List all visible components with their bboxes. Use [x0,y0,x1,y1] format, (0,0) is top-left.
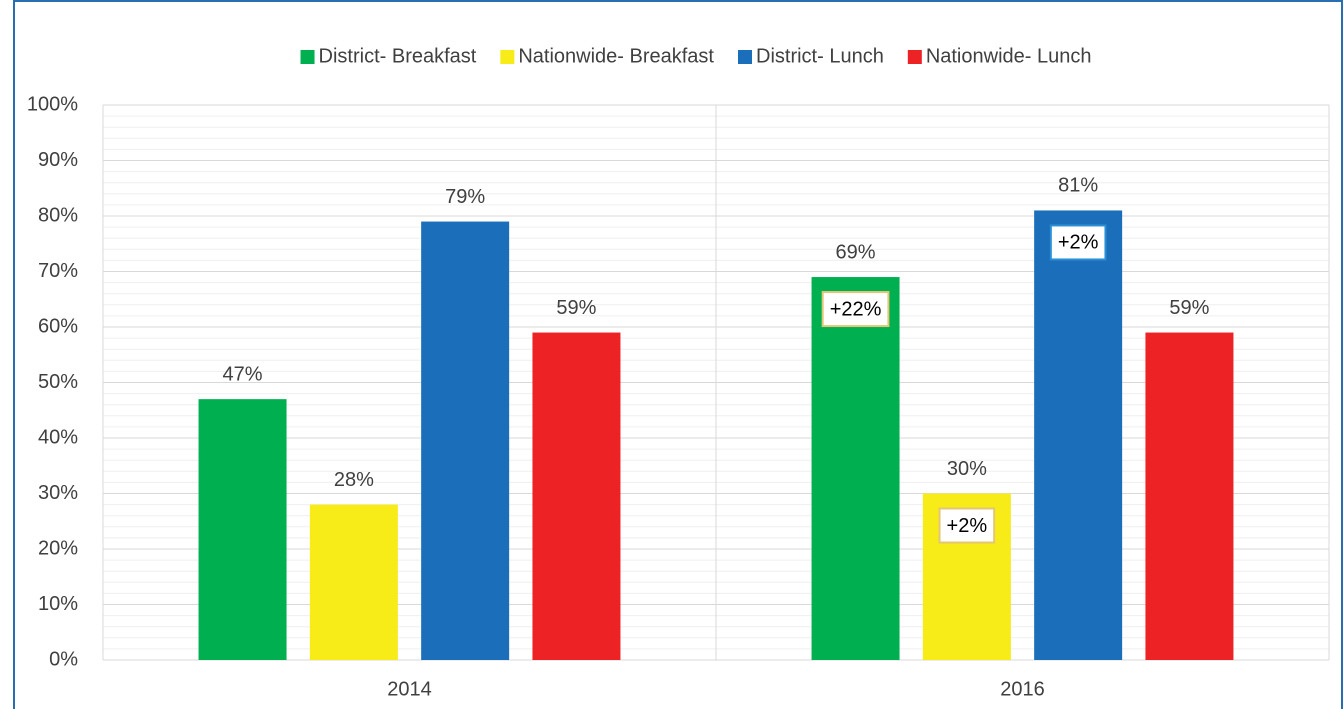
y-tick-label: 30% [38,482,78,504]
y-tick-label: 60% [38,315,78,337]
legend-swatch [300,50,315,64]
y-tick-label: 100% [27,93,78,115]
bar [532,332,621,660]
bar [309,504,398,660]
y-tick-label: 10% [38,593,78,615]
legend-label: Nationwide- Lunch [926,45,1092,67]
annotation: +22% [830,298,882,320]
frame [13,0,1343,709]
legend-swatch [500,50,515,64]
value-label: 28% [334,469,374,491]
annotation: +2% [1058,232,1099,254]
bar [1145,332,1234,660]
value-label: 59% [1169,297,1209,319]
y-tick-label: 40% [38,426,78,448]
y-tick-label: 80% [38,204,78,226]
value-label: 30% [947,458,987,480]
bar [811,277,900,660]
x-tick-label: 2014 [387,678,432,700]
bar [421,221,510,661]
y-tick-label: 90% [38,149,78,171]
y-tick-label: 20% [38,537,78,559]
legend-swatch [738,50,752,64]
annotation-box [938,507,996,544]
value-label: 59% [556,297,596,319]
y-tick-label: 70% [38,260,78,282]
legend-swatch [907,50,922,64]
value-label: 47% [223,363,263,385]
legend-label: District- Breakfast [319,45,477,67]
y-tick-label: 50% [38,371,78,393]
x-tick-label: 2016 [1000,678,1045,700]
bar [198,399,287,660]
legend-label: Nationwide- Breakfast [518,45,714,67]
annotation: +2% [947,515,988,537]
bar [1034,210,1123,660]
annotation-box [821,291,890,328]
value-label: 69% [836,241,876,263]
y-tick-label: 0% [49,648,78,670]
legend-label: District- Lunch [756,45,884,67]
value-label: 79% [445,186,485,208]
value-label: 81% [1058,175,1098,197]
annotation-box [1049,224,1107,261]
